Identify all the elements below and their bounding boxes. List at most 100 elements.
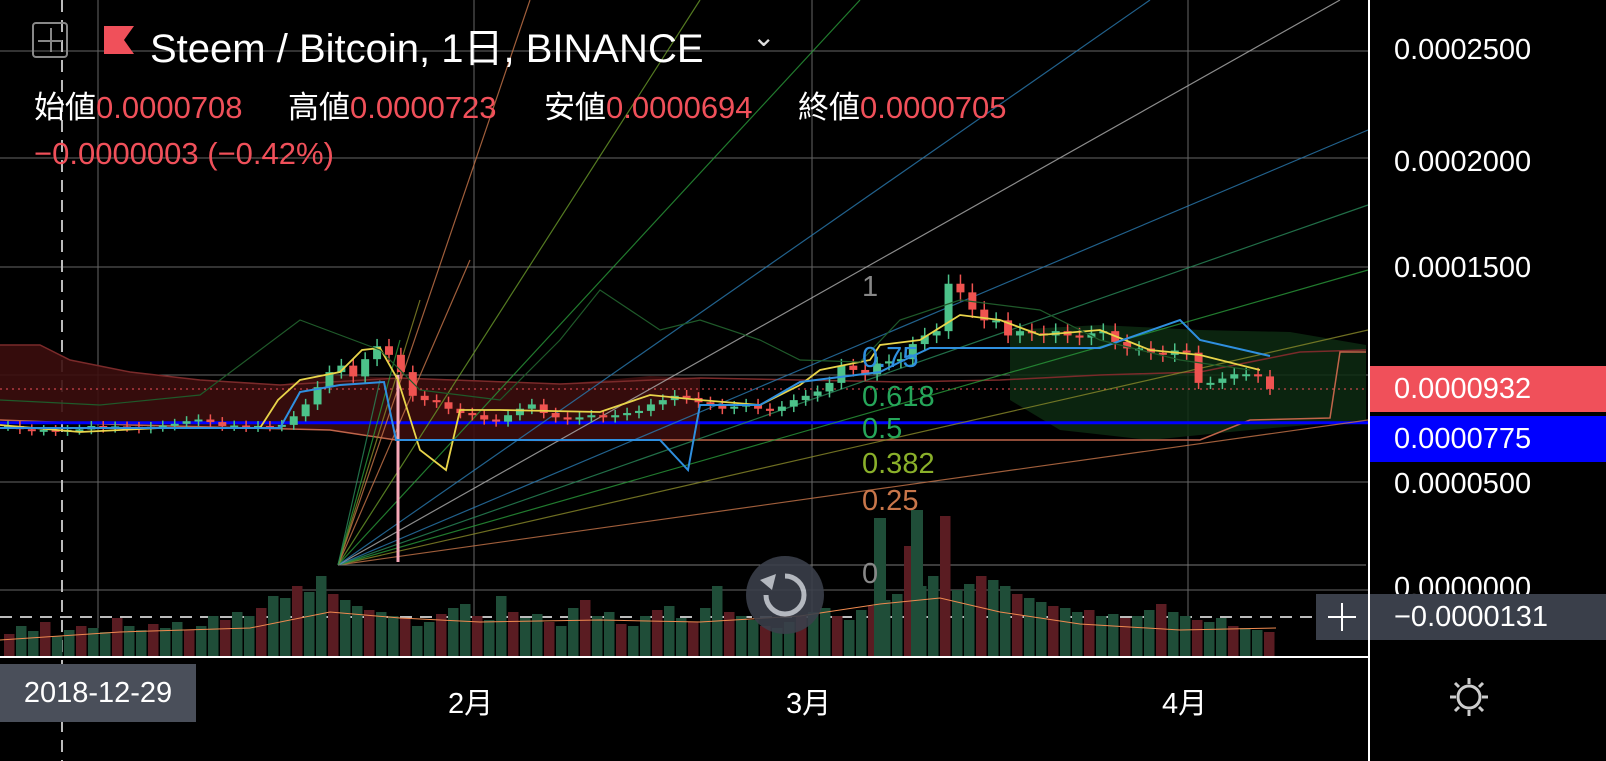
candle-body [587,415,596,418]
candle-body [813,391,822,396]
candle-body [218,422,227,426]
volume-bar [1000,586,1011,656]
candle-body [730,406,739,409]
fan-line [337,339,401,566]
candle-body [789,400,798,407]
candle-body [515,408,524,416]
volume-bar [544,622,555,656]
fan-line [337,269,1369,566]
chevron-down-icon[interactable]: ⌄ [752,21,776,52]
candle-body [765,408,774,411]
candle-body [861,369,870,375]
volume-bar [616,624,627,656]
replay-icon [760,573,807,617]
volume-bar [580,600,591,656]
volume-bar [520,618,531,656]
fan-line [337,259,471,566]
volume-bar [352,606,363,656]
candle-body [920,335,929,345]
volume-bar [484,620,495,656]
volume-bar [808,612,819,656]
candle-body [885,361,894,364]
candle-body [575,417,584,420]
volume-bar [388,616,399,656]
volume-bar [832,616,843,656]
settings-gear-icon[interactable] [1448,676,1490,718]
volume-bar [1252,630,1263,656]
candle-body [265,425,274,428]
volume-bar [448,608,459,656]
volume-bar [1036,602,1047,656]
volume-bar [940,516,951,656]
crosshair-add-icon[interactable] [1316,594,1368,640]
candle-body [801,395,810,401]
ohlc-open: 始値0.0000708 [34,90,243,125]
candle-body [1015,331,1024,336]
candle-body [361,359,370,377]
x-tick: 3月 [786,688,832,720]
volume-bar [184,630,195,656]
volume-bar [220,620,231,656]
candle-body [825,382,834,392]
grid-lines [0,0,1368,761]
candle-body [289,416,298,425]
volume-bar [304,592,315,656]
candle-body [646,404,655,411]
expand-icon[interactable] [32,22,68,58]
volume-bar [1084,610,1095,656]
volume-bar [628,626,639,656]
fan-line [337,419,1369,566]
volume-bar [736,616,747,656]
y-tick: 0.0000500 [1394,468,1532,500]
candle-body [170,423,179,426]
volume-bars [0,510,1277,656]
fib-level-label: 0.382 [862,448,935,480]
volume-bar [1132,616,1143,656]
fib-level-label: 0.75 [862,342,918,374]
volume-bar [400,618,411,656]
candle-body [468,413,477,416]
candle-body [313,387,322,405]
volume-bar [1240,628,1251,656]
candle-body [1004,320,1013,336]
volume-bar [1156,604,1167,656]
volume-bar [1048,606,1059,656]
volume-bar [100,632,111,656]
volume-bar [844,620,855,656]
candle-body [206,419,215,423]
volume-bar [556,626,567,656]
volume-bar [316,576,327,656]
replay-button[interactable] [746,556,824,634]
volume-bar [874,518,886,656]
candle-body [527,404,536,409]
candle-body [718,404,727,409]
candle-body [1123,341,1132,349]
volume-bar [1024,598,1035,656]
crosshair-price-tag: −0.0000131 [1370,594,1606,640]
ohlc-close: 終値0.0000705 [798,90,1007,125]
blue-line-price-tag: 0.0000775 [1370,416,1606,462]
candle-body [623,413,632,416]
volume-bar [16,626,27,656]
x-tick: 4月 [1162,688,1208,720]
flag-icon[interactable] [104,26,134,54]
candle-body [432,400,441,403]
candle-body [563,417,572,420]
volume-bar [784,622,795,656]
candle-body [254,425,263,428]
candle-body [1242,374,1251,377]
time-axis-divider [0,656,1370,658]
volume-bar [868,606,879,656]
volume-bar [964,584,975,656]
volume-bar [64,630,75,656]
candle-body [301,404,310,417]
symbol-title[interactable]: Steem / Bitcoin, 1日, BINANCE [150,27,704,71]
candle-body [99,425,108,428]
volume-bar [424,622,435,656]
last-price-tag: 0.0000932 [1370,366,1606,412]
cloud-bearish [0,345,700,442]
candle-body [599,415,608,418]
lagging-span [0,289,1251,406]
